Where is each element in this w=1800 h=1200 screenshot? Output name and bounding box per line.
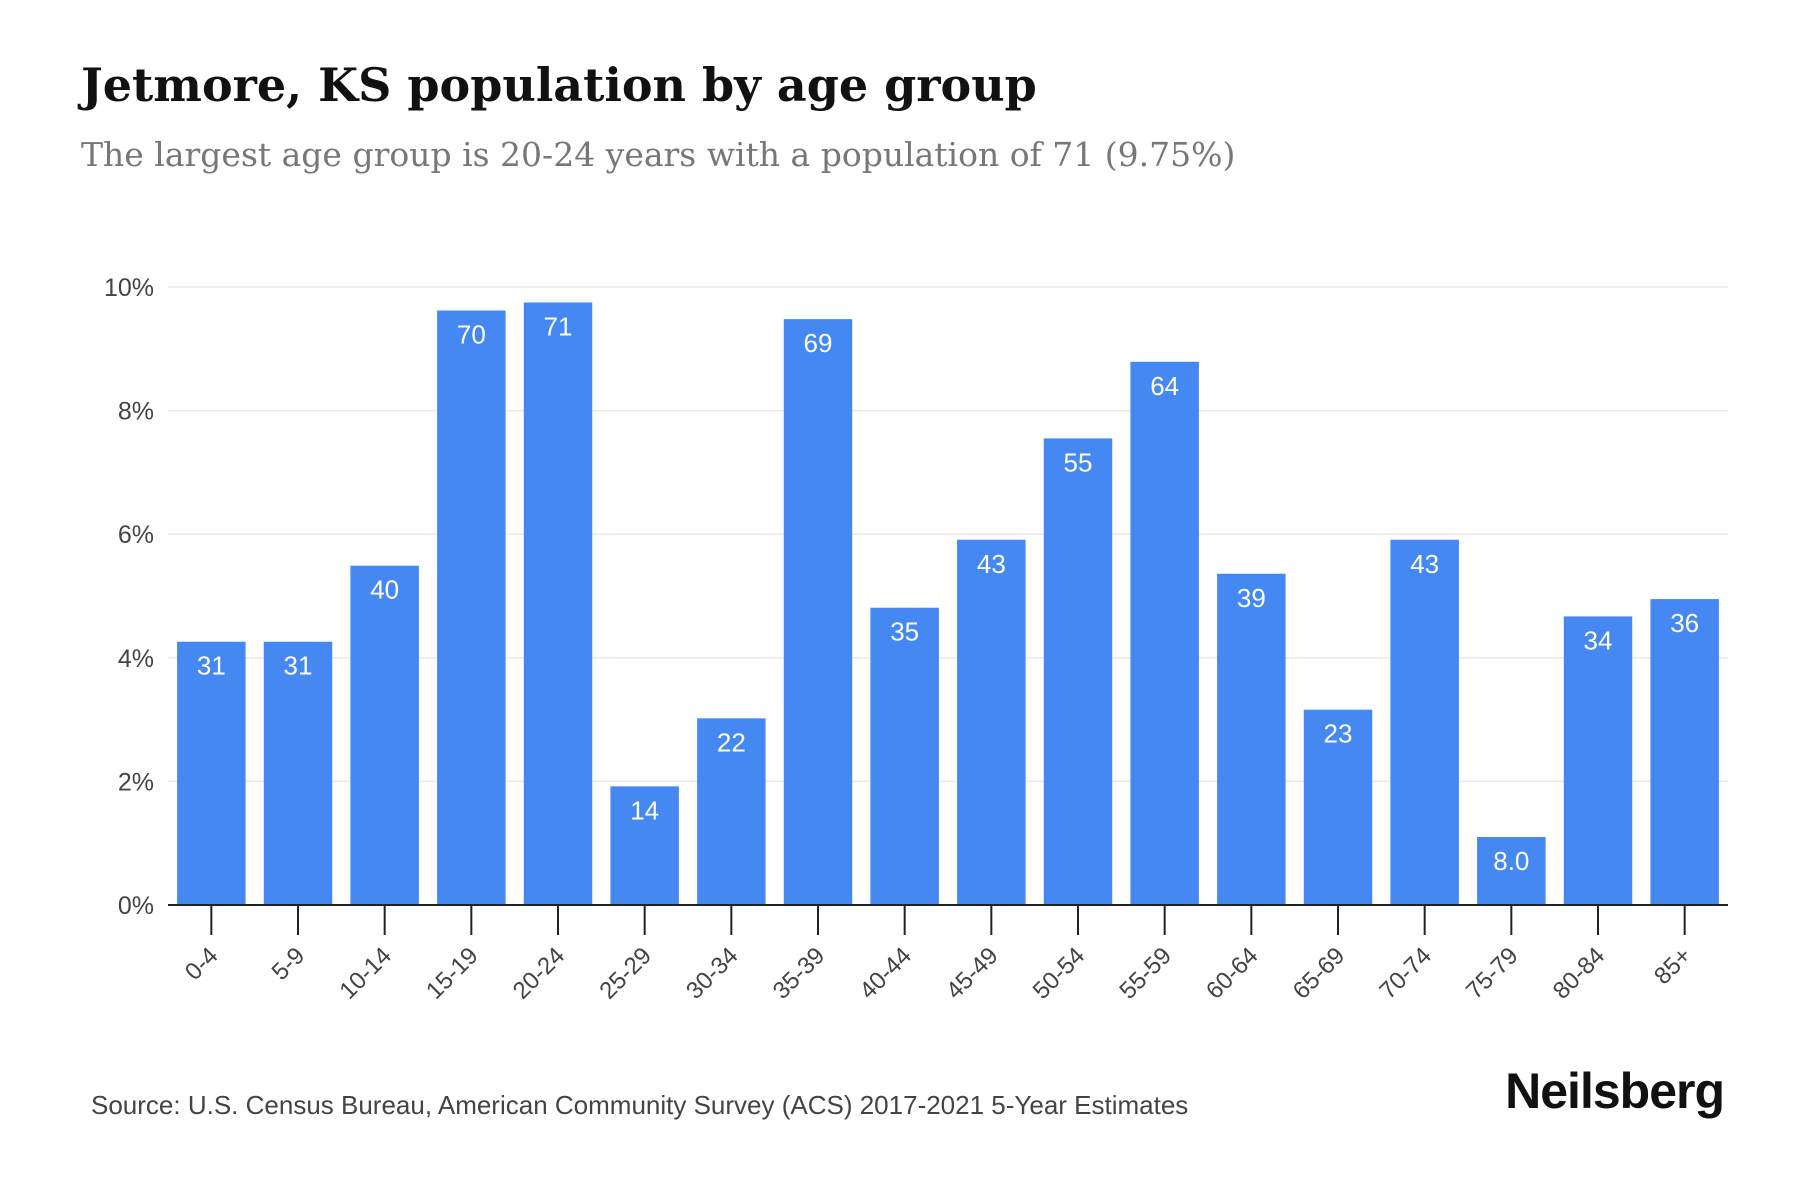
x-tick-label: 35-39 bbox=[768, 942, 831, 1005]
bar bbox=[1477, 837, 1546, 905]
bar-data-label: 64 bbox=[1150, 371, 1179, 401]
bar-data-label: 43 bbox=[977, 549, 1006, 579]
bar-data-label: 70 bbox=[457, 319, 486, 349]
brand-logo: Neilsberg bbox=[1505, 1063, 1725, 1119]
bar bbox=[697, 718, 766, 905]
bar-data-label: 35 bbox=[890, 617, 919, 647]
x-tick-label: 0-4 bbox=[180, 942, 224, 986]
bar bbox=[1303, 709, 1373, 905]
y-tick-label: 8% bbox=[118, 398, 154, 426]
chart-title: Jetmore, KS population by age group bbox=[81, 58, 1037, 112]
x-tick-label: 85+ bbox=[1649, 942, 1697, 990]
x-tick-label: 45-49 bbox=[941, 942, 1004, 1005]
bar bbox=[1130, 361, 1199, 905]
bar bbox=[1217, 573, 1286, 905]
bar-data-label: 55 bbox=[1064, 447, 1093, 477]
x-tick-label: 60-64 bbox=[1201, 942, 1264, 1005]
x-tick-label: 65-69 bbox=[1288, 942, 1351, 1005]
bar bbox=[263, 641, 333, 905]
bar-data-label: 22 bbox=[717, 727, 746, 757]
x-tick-label: 20-24 bbox=[508, 942, 571, 1005]
bar-data-label: 43 bbox=[1410, 549, 1439, 579]
bar-data-label: 40 bbox=[370, 575, 399, 605]
bar bbox=[437, 310, 506, 905]
y-tick-label: 0% bbox=[118, 892, 154, 920]
bar bbox=[870, 607, 939, 905]
bar-data-label: 34 bbox=[1584, 625, 1613, 655]
y-tick-label: 4% bbox=[118, 645, 154, 673]
x-tick-label: 50-54 bbox=[1028, 942, 1091, 1005]
bar bbox=[350, 565, 419, 905]
bar bbox=[1650, 599, 1719, 905]
x-tick-label: 5-9 bbox=[267, 942, 311, 986]
chart-subtitle: The largest age group is 20-24 years wit… bbox=[81, 135, 1236, 174]
bar-data-label: 39 bbox=[1237, 583, 1266, 613]
x-tick-label: 15-19 bbox=[421, 942, 484, 1005]
bar bbox=[1563, 616, 1633, 905]
bar bbox=[783, 319, 853, 905]
x-tick-label: 55-59 bbox=[1114, 942, 1177, 1005]
bar-data-label: 31 bbox=[284, 651, 313, 681]
x-tick-label: 40-44 bbox=[854, 942, 917, 1005]
x-tick-label: 10-14 bbox=[334, 942, 397, 1005]
x-tick-label: 75-79 bbox=[1461, 942, 1524, 1005]
bar-data-label: 36 bbox=[1670, 608, 1699, 638]
x-tick-label: 25-29 bbox=[594, 942, 657, 1005]
bar bbox=[1043, 438, 1113, 905]
y-tick-label: 2% bbox=[118, 768, 154, 796]
bar-data-label: 14 bbox=[630, 795, 659, 825]
bar-data-label: 23 bbox=[1324, 719, 1353, 749]
bar bbox=[177, 641, 246, 905]
x-tick-label: 80-84 bbox=[1548, 942, 1611, 1005]
y-tick-label: 10% bbox=[104, 274, 154, 302]
x-tick-label: 30-34 bbox=[681, 942, 744, 1005]
source-note: Source: U.S. Census Bureau, American Com… bbox=[91, 1090, 1189, 1120]
bar-data-label: 71 bbox=[544, 311, 573, 341]
bar bbox=[1390, 539, 1459, 905]
bar-data-label: 31 bbox=[197, 651, 226, 681]
bar-chart: 0% 2% 4% 6% 8% 10% 31 0-4 31 5-9 40 10-14 70 15-19 71 2… bbox=[104, 274, 1728, 1005]
x-tick-label: 70-74 bbox=[1374, 942, 1437, 1005]
bar-data-label: 8.0 bbox=[1493, 846, 1529, 876]
bar bbox=[957, 539, 1026, 905]
bar-data-label: 69 bbox=[804, 328, 833, 358]
y-tick-label: 6% bbox=[118, 521, 154, 549]
bar bbox=[610, 786, 679, 905]
bar bbox=[523, 302, 593, 905]
